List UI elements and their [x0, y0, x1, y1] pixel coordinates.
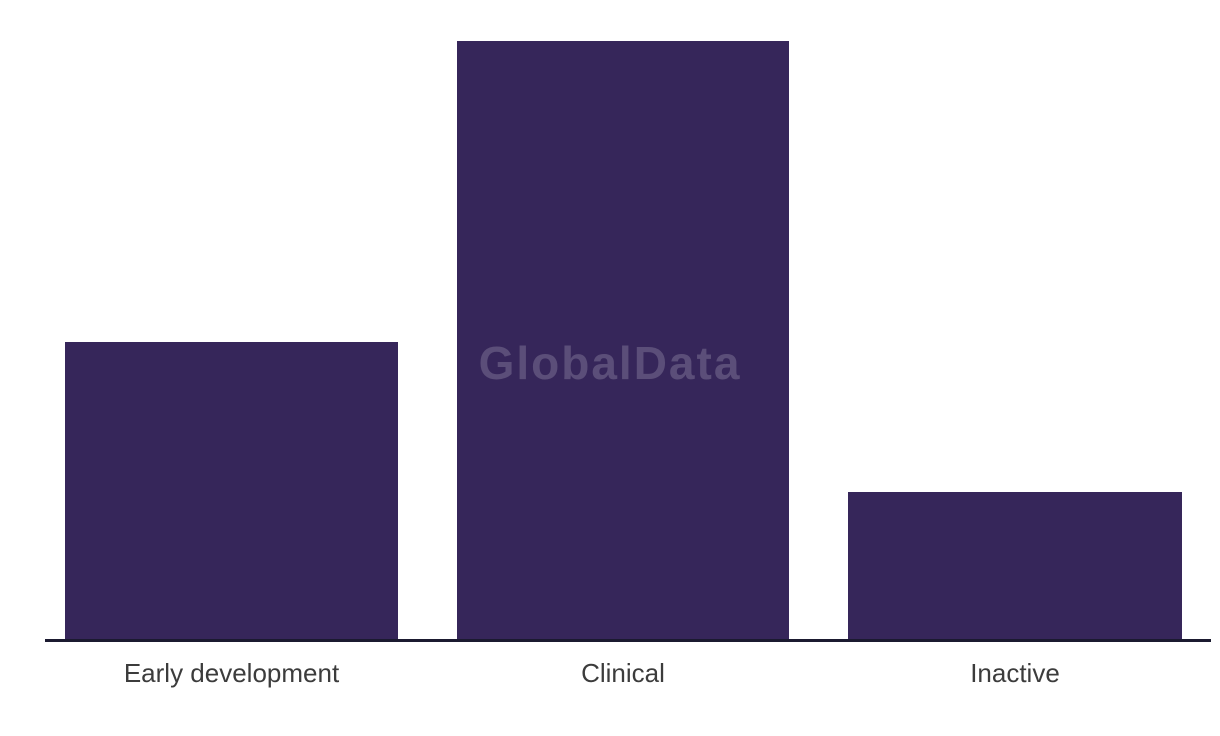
chart-bar-inactive: [848, 492, 1182, 639]
chart-bar-clinical: [457, 41, 789, 639]
x-axis-label-clinical: Clinical: [581, 658, 665, 688]
x-axis-label-inactive: Inactive: [970, 658, 1060, 688]
x-axis-label-early-development: Early development: [123, 658, 340, 688]
x-axis-line: [45, 639, 1211, 642]
chart-bar-early-development: [65, 342, 398, 639]
